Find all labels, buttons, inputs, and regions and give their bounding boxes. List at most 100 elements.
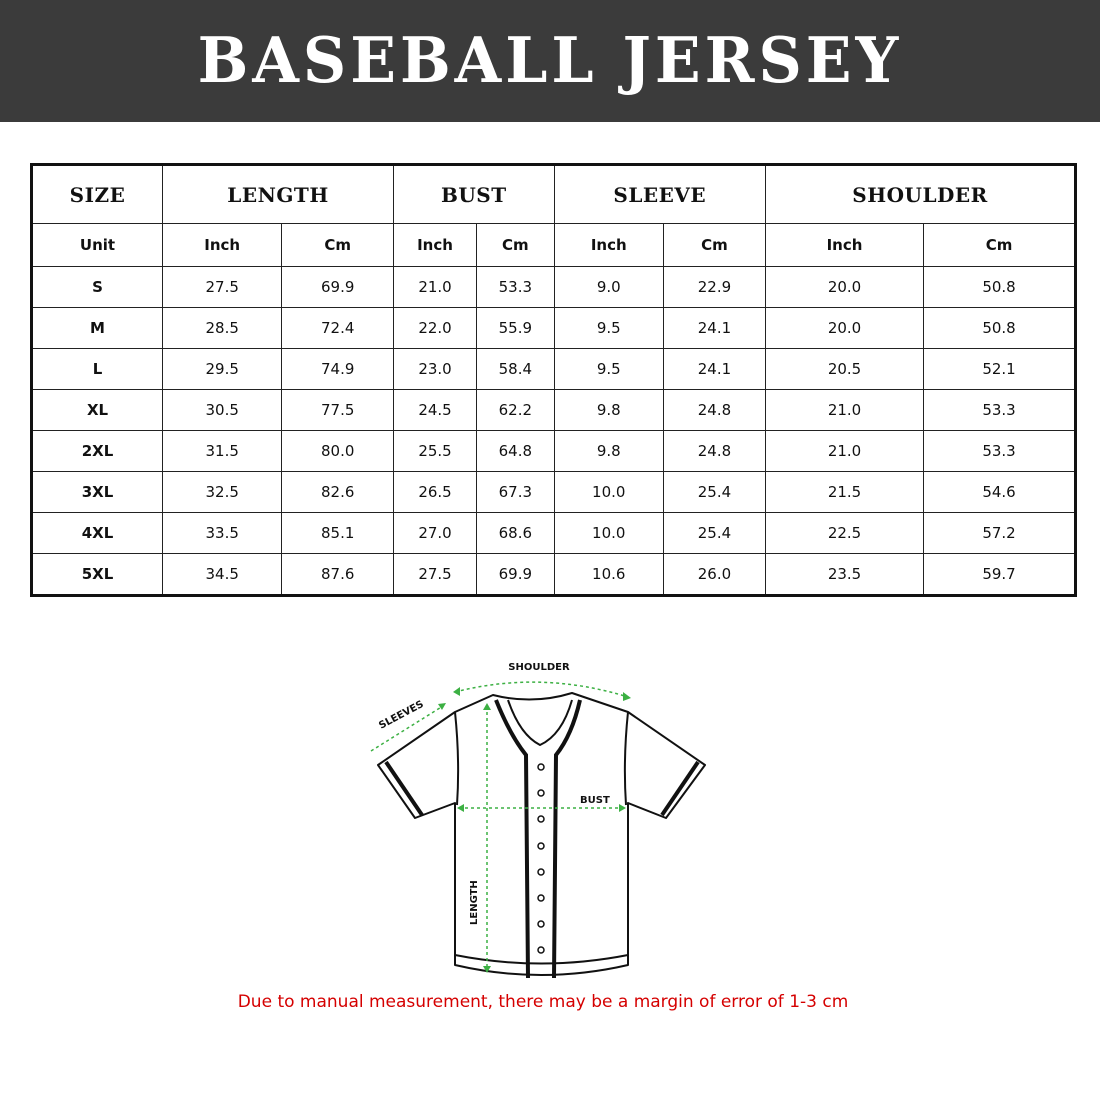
table-cell: 27.5 [161,266,283,308]
header-row: SIZE LENGTH BUST SLEEVE SHOULDER [31,164,1077,224]
table-cell: 34.5 [161,553,283,596]
unit-label: Unit [31,223,163,267]
table-cell: 22.0 [392,307,478,349]
table-cell: 57.2 [923,512,1076,554]
table-cell: 24.5 [392,389,478,431]
size-label: S [31,266,163,308]
table-cell: 64.8 [476,430,555,472]
sleeve-arrow [370,705,444,752]
table-cell: Inch [553,223,664,267]
table-cell: 53.3 [923,430,1076,472]
table-cell: 69.9 [281,266,394,308]
table-cell: 26.0 [662,553,766,596]
table-cell: 31.5 [161,430,283,472]
table-cell: 72.4 [281,307,394,349]
placket-right [552,699,582,979]
label-bust: BUST [580,795,610,806]
table-row: M 28.5 72.4 22.0 55.9 9.5 24.1 20.0 50.8 [31,307,1076,349]
header-shoulder: SHOULDER [764,164,1077,224]
table-cell: 10.6 [553,553,664,596]
table-cell: 24.8 [662,389,766,431]
table-cell: 29.5 [161,348,283,390]
table-cell: 80.0 [281,430,394,472]
table-cell: 27.0 [392,512,478,554]
table-cell: Cm [476,223,555,267]
size-label: 3XL [31,471,163,513]
table-cell: 59.7 [923,553,1076,596]
label-sleeves: SLEEVES [377,699,425,732]
table-cell: 24.1 [662,348,766,390]
table-cell: 74.9 [281,348,394,390]
table-cell: 67.3 [476,471,555,513]
table-cell: Inch [161,223,283,267]
table-cell: 82.6 [281,471,394,513]
size-label: 5XL [31,553,163,596]
table-cell: Inch [392,223,478,267]
table-cell: 9.5 [553,307,664,349]
header-sleeve: SLEEVE [553,164,766,224]
table-cell: 87.6 [281,553,394,596]
table-cell: 21.0 [764,389,925,431]
label-shoulder: SHOULDER [508,662,570,673]
size-label: XL [31,389,163,431]
table-cell: 58.4 [476,348,555,390]
jersey-diagram: SHOULDER SLEEVES BUST LENGTH [370,662,706,979]
table-cell: 21.5 [764,471,925,513]
table-row: L 29.5 74.9 23.0 58.4 9.5 24.1 20.5 52.1 [31,348,1076,390]
table-cell: 9.5 [553,348,664,390]
size-label: 2XL [31,430,163,472]
size-label: 4XL [31,512,163,554]
size-label: M [31,307,163,349]
table-cell: 9.8 [553,389,664,431]
table-cell: 32.5 [161,471,283,513]
table-cell: 30.5 [161,389,283,431]
title-banner: BASEBALL JERSEY [0,0,1100,122]
label-length: LENGTH [469,880,480,925]
size-chart-table: SIZE LENGTH BUST SLEEVE SHOULDER Unit Inc… [30,163,1077,597]
table-cell: 53.3 [923,389,1076,431]
header-length: LENGTH [162,164,394,224]
table-cell: 24.8 [662,430,766,472]
header-size: SIZE [31,164,163,224]
shoulder-arrow [454,681,629,698]
table-cell: 20.5 [764,348,925,390]
table-cell: 62.2 [476,389,555,431]
table-cell: Cm [923,223,1076,267]
table-cell: 50.8 [923,266,1076,308]
table-cell: 68.6 [476,512,555,554]
table-cell: 54.6 [923,471,1076,513]
page-title: BASEBALL JERSEY [197,24,903,98]
size-label: L [31,348,163,390]
jersey-collar [507,699,573,746]
table-cell: 23.5 [764,553,925,596]
table-cell: 85.1 [281,512,394,554]
table-cell: 20.0 [764,266,925,308]
table-cell: Inch [764,223,925,267]
table-cell: 22.5 [764,512,925,554]
table-cell: 77.5 [281,389,394,431]
table-cell: 10.0 [553,512,664,554]
table-cell: 55.9 [476,307,555,349]
table-cell: 21.0 [392,266,478,308]
measurement-note: Due to manual measurement, there may be … [237,992,849,1012]
jersey-outline [377,692,706,976]
table-cell: 33.5 [161,512,283,554]
unit-row: Unit Inch Cm Inch Cm Inch Cm Inch Cm [31,223,1076,267]
table-cell: 9.0 [553,266,664,308]
table-row: 4XL 33.5 85.1 27.0 68.6 10.0 25.4 22.5 57.2 [31,512,1076,554]
table-cell: 20.0 [764,307,925,349]
header-bust: BUST [392,164,555,224]
table-row: 3XL 32.5 82.6 26.5 67.3 10.0 25.4 21.5 54.6 [31,471,1076,513]
table-cell: 10.0 [553,471,664,513]
table-cell: 69.9 [476,553,555,596]
table-cell: 21.0 [764,430,925,472]
table-cell: 22.9 [662,266,766,308]
table-cell: 52.1 [923,348,1076,390]
table-cell: 50.8 [923,307,1076,349]
table-cell: 24.1 [662,307,766,349]
table-cell: Cm [281,223,394,267]
table-cell: 28.5 [161,307,283,349]
table-cell: 26.5 [392,471,478,513]
placket-left [494,699,530,979]
table-cell: 53.3 [476,266,555,308]
